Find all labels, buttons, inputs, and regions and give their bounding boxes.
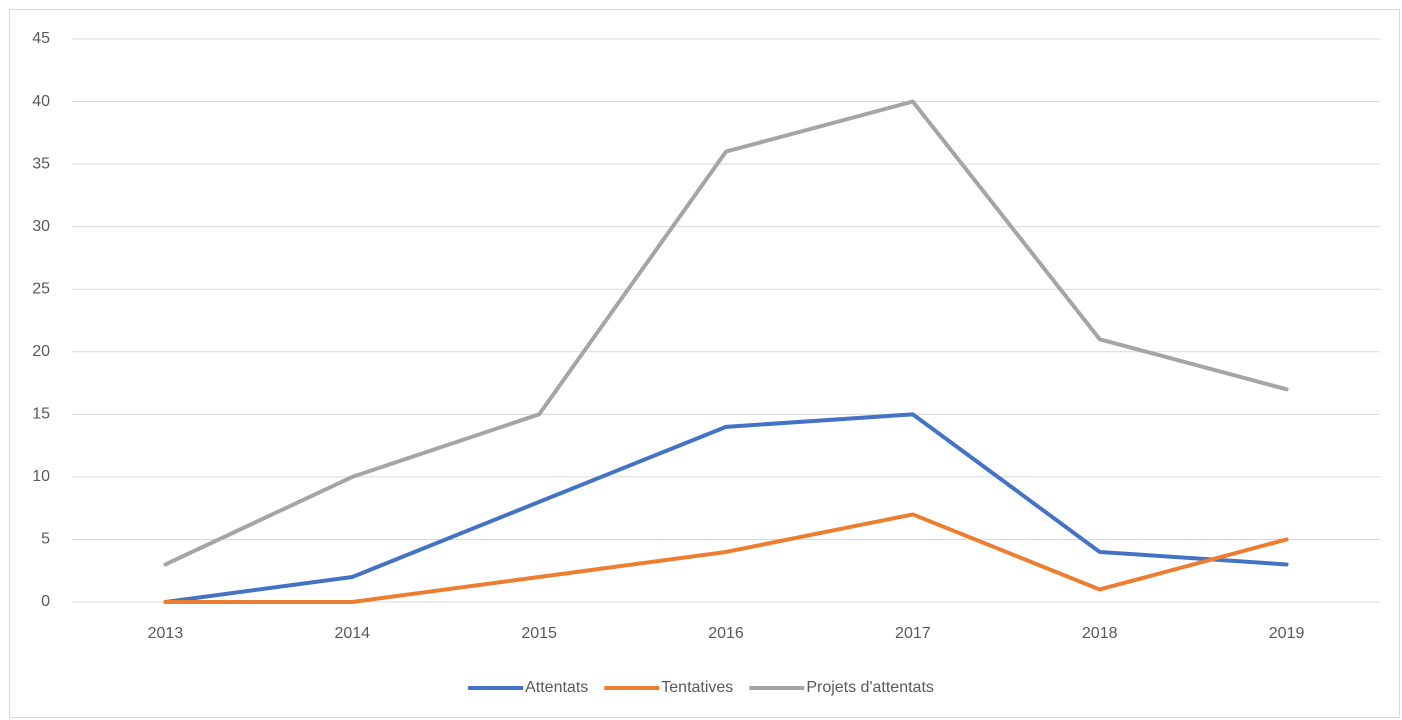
legend-label: Projets d'attentats (806, 679, 934, 696)
legend-label: Tentatives (661, 679, 733, 696)
y-tick-label: 0 (41, 593, 50, 610)
y-tick-label: 20 (32, 343, 50, 360)
y-tick-label: 35 (32, 155, 50, 172)
x-tick-label: 2013 (148, 625, 184, 642)
series-line (163, 512, 1289, 604)
y-tick-label: 30 (32, 218, 50, 235)
x-tick-label: 2019 (1269, 625, 1305, 642)
y-tick-label: 5 (41, 531, 50, 548)
x-tick-label: 2015 (521, 625, 557, 642)
x-tick-label: 2016 (708, 625, 744, 642)
y-tick-label: 10 (32, 468, 50, 485)
chart-frame (9, 9, 1400, 718)
y-tick-label: 40 (32, 93, 50, 110)
x-tick-label: 2014 (334, 625, 370, 642)
series-line (163, 99, 1289, 567)
x-tick-label: 2018 (1082, 625, 1118, 642)
y-tick-label: 45 (32, 30, 50, 47)
legend-label: Attentats (525, 679, 588, 696)
x-tick-label: 2017 (895, 625, 931, 642)
y-tick-label: 25 (32, 280, 50, 297)
series-line (163, 412, 1289, 604)
y-tick-label: 15 (32, 406, 50, 423)
